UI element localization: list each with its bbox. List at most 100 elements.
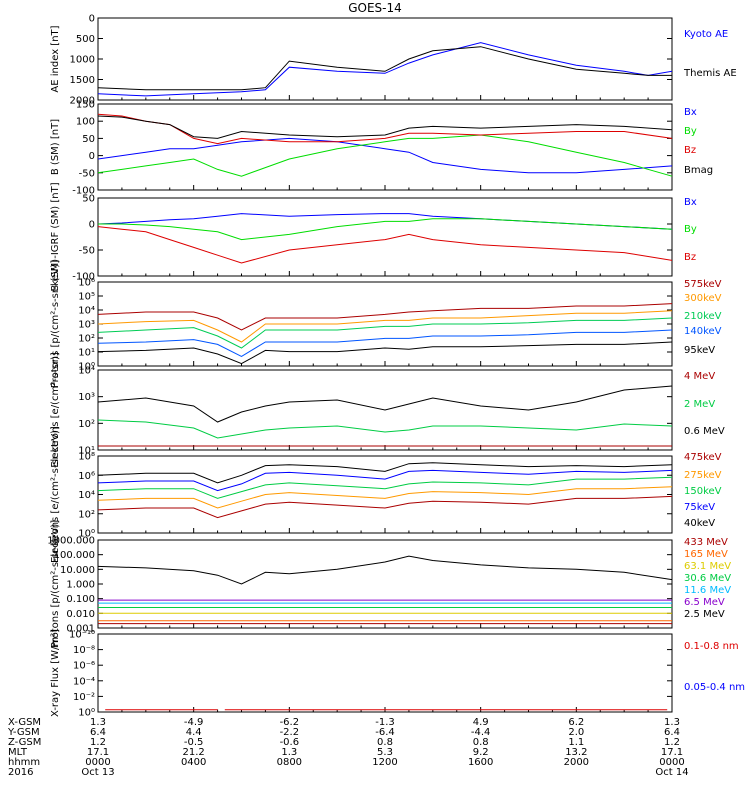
x-axis-value: 21.2 [183, 747, 205, 758]
y-axis-label: Protons [p/(cm²-s-sr-keV)] [50, 260, 61, 388]
legend-entry: 210keV [684, 311, 722, 322]
x-axis-row-label: MLT [8, 747, 28, 758]
panel-frame [97, 633, 673, 713]
legend-entry: 2 MeV [684, 399, 715, 410]
legend-entry: 165 MeV [684, 549, 728, 560]
series-line [97, 134, 673, 177]
legend-entry: 40keV [684, 518, 715, 529]
legend-entry: 11.6 MeV [684, 585, 731, 596]
panel-frame [97, 281, 673, 367]
x-axis-value: -0.5 [184, 737, 204, 748]
series-line [97, 419, 673, 439]
y-tick-label: 50 [82, 134, 95, 145]
legend-entry: 275keV [684, 470, 722, 481]
x-axis-value: 1600 [468, 757, 493, 768]
series-line [97, 329, 673, 357]
x-axis-value: 0800 [277, 757, 302, 768]
x-axis-value: 0.8 [473, 737, 489, 748]
y-axis-label: B (SM)-IGRF (SM) [nT] [50, 182, 61, 291]
x-axis-value: 0000 [659, 757, 684, 768]
y-tick-label: 0 [89, 151, 95, 162]
legend-entry: 75keV [684, 502, 715, 513]
x-axis-row-label: X-GSM [8, 717, 41, 728]
x-axis-value: 17.1 [87, 747, 109, 758]
panel-frame [97, 455, 673, 534]
x-axis-row-label: Y-GSM [7, 727, 40, 738]
legend-entry: 433 MeV [684, 537, 728, 548]
legend-entry: Bx [684, 197, 697, 208]
x-axis-value: 2000 [564, 757, 589, 768]
y-tick-label: 10.000 [60, 565, 95, 576]
legend-entry: 150keV [684, 486, 722, 497]
y-tick-label: 10⁻⁴ [73, 676, 95, 687]
panel-frame [97, 197, 673, 277]
series-line [97, 303, 673, 331]
y-tick-label: 1500 [70, 75, 95, 86]
series-line [97, 42, 673, 97]
x-axis-value: -4.4 [471, 727, 491, 738]
legend-entry: 475keV [684, 452, 722, 463]
legend-entry: 140keV [684, 326, 722, 337]
x-axis-value: 9.2 [473, 747, 489, 758]
legend-entry: 95keV [684, 345, 715, 356]
y-tick-label: 10⁴ [78, 490, 95, 501]
y-tick-label: 0.100 [66, 594, 95, 605]
y-tick-label: 1000 [70, 55, 95, 66]
y-axis-label: AE index [nT] [50, 25, 61, 92]
series-line [98, 218, 673, 241]
y-tick-label: 1000.000 [47, 536, 95, 547]
y-tick-label: 10⁴ [78, 306, 95, 317]
y-tick-label: 100.000 [54, 550, 95, 561]
x-axis-value: -4.9 [184, 717, 204, 728]
x-axis-value: 1.2 [664, 737, 680, 748]
y-tick-label: 10⁶ [78, 278, 95, 289]
series-line [97, 46, 672, 91]
y-tick-label: 10⁰ [78, 362, 95, 373]
x-axis-value: -1.3 [375, 717, 395, 728]
panel-frame [97, 17, 673, 101]
y-tick-label: 10² [78, 419, 95, 430]
y-tick-label: 10⁵ [78, 292, 95, 303]
y-tick-label: 100 [76, 117, 95, 128]
series-line [97, 555, 673, 585]
y-tick-label: -100 [72, 186, 95, 197]
y-tick-label: 2000 [70, 96, 95, 107]
x-axis-value: -6.4 [375, 727, 395, 738]
x-axis-value: -0.6 [280, 737, 300, 748]
legend-entry: 575keV [684, 279, 722, 290]
x-axis-date-start: Oct 13 [81, 767, 114, 778]
x-axis-value: 13.2 [565, 747, 587, 758]
panel-frame [97, 539, 673, 629]
series-line [97, 385, 673, 423]
series-line [97, 137, 673, 174]
y-tick-label: 10⁻⁸ [73, 645, 95, 656]
y-tick-label: 1.000 [66, 580, 95, 591]
y-tick-label: 10⁻² [73, 692, 95, 703]
y-tick-label: -50 [79, 246, 95, 257]
y-axis-label: Electrons [e/(cm²-s-sr)] [50, 352, 61, 468]
legend-entry: By [684, 224, 697, 235]
legend-entry: Bx [684, 107, 697, 118]
y-axis-label: X-ray Flux [W/m²] [50, 629, 61, 717]
series-line [97, 462, 673, 484]
legend-entry: 0.6 MeV [684, 426, 725, 437]
x-axis-row-label: Z-GSM [8, 737, 41, 748]
legend-entry: 0.1-0.8 nm [684, 641, 739, 652]
series-line [97, 226, 673, 264]
x-axis-value: 0400 [181, 757, 206, 768]
series-line [97, 115, 673, 139]
y-tick-label: 500 [76, 34, 95, 45]
x-axis-row-label: 2016 [8, 767, 33, 778]
x-axis-value: 6.4 [90, 727, 106, 738]
y-tick-label: 10⁻¹⁰ [69, 630, 95, 641]
legend-entry: 0.05-0.4 nm [684, 682, 745, 693]
x-axis-value: 0000 [85, 757, 110, 768]
x-axis-value: 2.0 [568, 727, 584, 738]
legend-entry: 2.5 MeV [684, 609, 725, 620]
x-axis-value: 5.3 [377, 747, 393, 758]
legend-entry: 63.1 MeV [684, 561, 731, 572]
series-line [97, 317, 673, 349]
series-line [97, 469, 673, 492]
x-axis-value: 1.3 [90, 717, 106, 728]
